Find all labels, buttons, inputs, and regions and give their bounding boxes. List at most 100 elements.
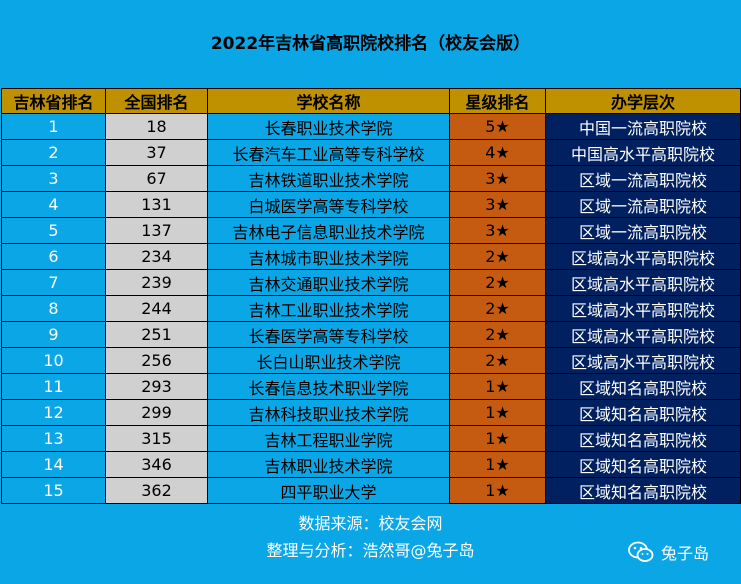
cell-province-rank: 6	[1, 243, 106, 270]
cell-national-rank: 293	[105, 373, 208, 400]
header-star-rank: 星级排名	[449, 88, 546, 114]
cell-star-rank: 4★	[449, 139, 546, 166]
cell-star-rank: 1★	[449, 399, 546, 426]
cell-national-rank: 137	[105, 217, 208, 244]
footer-source: 数据来源：校友会网	[298, 514, 443, 533]
cell-national-rank: 239	[105, 269, 208, 296]
cell-school-name: 吉林交通职业技术学院	[207, 269, 450, 296]
header-school-name: 学校名称	[207, 88, 450, 114]
cell-province-rank: 3	[1, 165, 106, 192]
watermark-text: 兔子岛	[661, 544, 710, 563]
cell-province-rank: 5	[1, 217, 106, 244]
cell-star-rank: 5★	[449, 113, 546, 140]
table-row: 3 67 吉林铁道职业技术学院 3★ 区域一流高职院校	[1, 165, 741, 192]
cell-province-rank: 11	[1, 373, 106, 400]
cell-national-rank: 315	[105, 425, 208, 452]
table-row: 1 18 长春职业技术学院 5★ 中国一流高职院校	[1, 113, 741, 140]
table-row: 14 346 吉林职业技术学院 1★ 区域知名高职院校	[1, 451, 741, 478]
table-row: 13 315 吉林工程职业学院 1★ 区域知名高职院校	[1, 425, 741, 452]
cell-school-level: 区域知名高职院校	[545, 477, 741, 504]
cell-school-name: 长春职业技术学院	[207, 113, 450, 140]
cell-school-name: 吉林电子信息职业技术学院	[207, 217, 450, 244]
cell-school-name: 吉林科技职业技术学院	[207, 399, 450, 426]
cell-national-rank: 256	[105, 347, 208, 374]
cell-school-level: 区域高水平高职院校	[545, 321, 741, 348]
table-row: 6 234 吉林城市职业技术学院 2★ 区域高水平高职院校	[1, 243, 741, 270]
cell-province-rank: 14	[1, 451, 106, 478]
cell-national-rank: 346	[105, 451, 208, 478]
cell-national-rank: 251	[105, 321, 208, 348]
cell-school-name: 四平职业大学	[207, 477, 450, 504]
cell-school-level: 区域高水平高职院校	[545, 347, 741, 374]
cell-province-rank: 9	[1, 321, 106, 348]
cell-star-rank: 2★	[449, 347, 546, 374]
table-row: 12 299 吉林科技职业技术学院 1★ 区域知名高职院校	[1, 399, 741, 426]
cell-school-level: 区域一流高职院校	[545, 217, 741, 244]
cell-national-rank: 37	[105, 139, 208, 166]
cell-province-rank: 7	[1, 269, 106, 296]
cell-school-name: 长春信息技术职业学院	[207, 373, 450, 400]
cell-star-rank: 1★	[449, 425, 546, 452]
cell-school-level: 区域知名高职院校	[545, 425, 741, 452]
cell-province-rank: 13	[1, 425, 106, 452]
cell-star-rank: 1★	[449, 477, 546, 504]
page-title: 2022年吉林省高职院校排名（校友会版）	[210, 34, 531, 54]
cell-national-rank: 234	[105, 243, 208, 270]
cell-school-name: 吉林铁道职业技术学院	[207, 165, 450, 192]
cell-star-rank: 2★	[449, 321, 546, 348]
cell-school-name: 长白山职业技术学院	[207, 347, 450, 374]
cell-school-name: 吉林城市职业技术学院	[207, 243, 450, 270]
table-row: 7 239 吉林交通职业技术学院 2★ 区域高水平高职院校	[1, 269, 741, 296]
cell-province-rank: 4	[1, 191, 106, 218]
table-row: 5 137 吉林电子信息职业技术学院 3★ 区域一流高职院校	[1, 217, 741, 244]
cell-province-rank: 1	[1, 113, 106, 140]
header-school-level: 办学层次	[545, 88, 741, 114]
table-row: 10 256 长白山职业技术学院 2★ 区域高水平高职院校	[1, 347, 741, 374]
cell-school-name: 白城医学高等专科学校	[207, 191, 450, 218]
header-province-rank: 吉林省排名	[1, 88, 106, 114]
cell-province-rank: 15	[1, 477, 106, 504]
cell-star-rank: 2★	[449, 243, 546, 270]
cell-star-rank: 1★	[449, 451, 546, 478]
table-header-row: 吉林省排名 全国排名 学校名称 星级排名 办学层次	[1, 88, 741, 114]
cell-school-level: 中国一流高职院校	[545, 113, 741, 140]
ranking-table: 吉林省排名 全国排名 学校名称 星级排名 办学层次 1 18 长春职业技术学院 5★ 中…	[1, 88, 741, 504]
cell-star-rank: 3★	[449, 217, 546, 244]
cell-national-rank: 67	[105, 165, 208, 192]
table-row: 4 131 白城医学高等专科学校 3★ 区域一流高职院校	[1, 191, 741, 218]
cell-school-name: 吉林工程职业学院	[207, 425, 450, 452]
cell-province-rank: 10	[1, 347, 106, 374]
table-row: 11 293 长春信息技术职业学院 1★ 区域知名高职院校	[1, 373, 741, 400]
cell-school-name: 吉林工业职业技术学院	[207, 295, 450, 322]
cell-school-level: 区域知名高职院校	[545, 399, 741, 426]
cell-school-level: 区域高水平高职院校	[545, 295, 741, 322]
cell-province-rank: 2	[1, 139, 106, 166]
table-row: 15 362 四平职业大学 1★ 区域知名高职院校	[1, 477, 741, 504]
cell-school-level: 区域高水平高职院校	[545, 243, 741, 270]
cell-school-level: 中国高水平高职院校	[545, 139, 741, 166]
cell-star-rank: 3★	[449, 165, 546, 192]
cell-school-level: 区域知名高职院校	[545, 451, 741, 478]
cell-star-rank: 2★	[449, 269, 546, 296]
footer-analysis: 整理与分析：浩然哥@兔子岛	[266, 541, 475, 560]
table-row: 8 244 吉林工业职业技术学院 2★ 区域高水平高职院校	[1, 295, 741, 322]
cell-school-name: 长春医学高等专科学校	[207, 321, 450, 348]
table-row: 2 37 长春汽车工业高等专科学校 4★ 中国高水平高职院校	[1, 139, 741, 166]
cell-school-level: 区域一流高职院校	[545, 191, 741, 218]
cell-school-level: 区域高水平高职院校	[545, 269, 741, 296]
cell-national-rank: 362	[105, 477, 208, 504]
cell-star-rank: 3★	[449, 191, 546, 218]
cell-national-rank: 18	[105, 113, 208, 140]
footer: 数据来源：校友会网 整理与分析：浩然哥@兔子岛	[0, 510, 741, 564]
wechat-icon	[628, 541, 654, 562]
cell-school-name: 吉林职业技术学院	[207, 451, 450, 478]
cell-school-level: 区域一流高职院校	[545, 165, 741, 192]
table-row: 9 251 长春医学高等专科学校 2★ 区域高水平高职院校	[1, 321, 741, 348]
cell-national-rank: 244	[105, 295, 208, 322]
cell-national-rank: 299	[105, 399, 208, 426]
cell-national-rank: 131	[105, 191, 208, 218]
header-national-rank: 全国排名	[105, 88, 208, 114]
watermark: 兔子岛	[627, 540, 709, 564]
cell-province-rank: 12	[1, 399, 106, 426]
cell-star-rank: 2★	[449, 295, 546, 322]
